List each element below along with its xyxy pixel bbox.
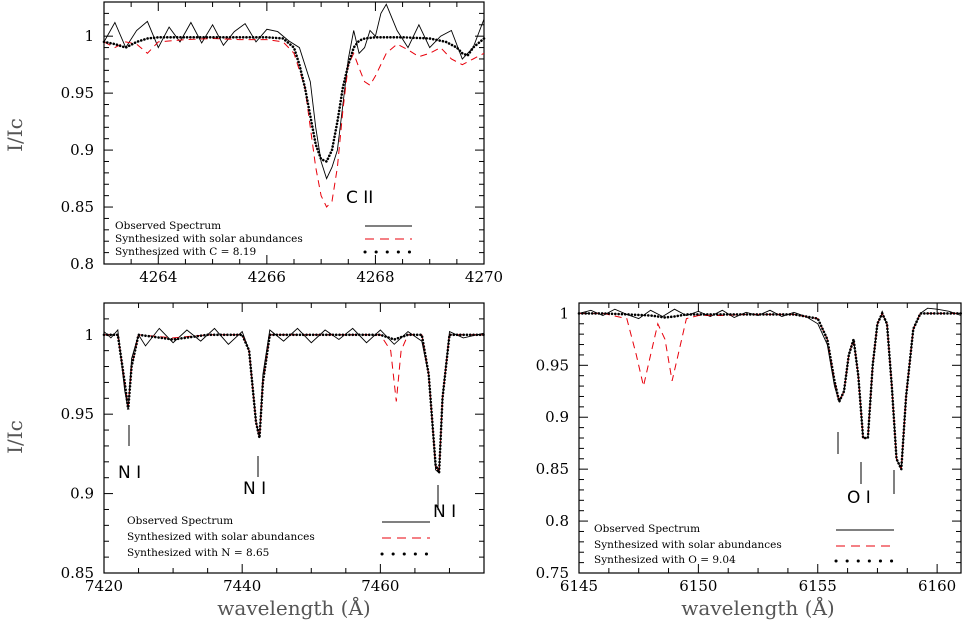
- nitrogen-series-solar: [104, 334, 484, 474]
- carbon-x-tick-label: 4268: [356, 268, 394, 286]
- nitrogen-x-tick-label: 7420: [85, 577, 123, 595]
- oxygen-x-tick-label: 6160: [918, 577, 956, 595]
- carbon-y-tick-label: 1: [84, 27, 94, 45]
- nitrogen-line-label-2: N I: [243, 479, 266, 499]
- nitrogen-ylabel: I/Ic: [3, 420, 27, 454]
- nitrogen-legend-fit: Synthesized with N = 8.65: [127, 547, 269, 559]
- nitrogen-y-tick-label: 0.85: [61, 564, 94, 582]
- carbon-y-tick-label: 0.95: [61, 84, 94, 102]
- carbon-x-tick-label: 4270: [465, 268, 503, 286]
- oxygen-legend-fit: Synthesized with O = 9.04: [594, 554, 736, 566]
- oxygen-legend-observed: Observed Spectrum: [594, 523, 700, 535]
- carbon-y-tick-label: 0.85: [61, 198, 94, 216]
- oxygen-series-fit: [577, 310, 963, 470]
- carbon-legend-observed: Observed Spectrum: [115, 220, 221, 232]
- nitrogen-series-observed: [103, 327, 485, 474]
- carbon-series-observed: [103, 3, 485, 180]
- nitrogen-legend-solar: Synthesized with solar abundances: [127, 531, 315, 543]
- oxygen-xlabel: wavelength (Å): [681, 595, 834, 620]
- nitrogen-legend-observed: Observed Spectrum: [127, 515, 233, 527]
- nitrogen-x-tick-label: 7440: [223, 577, 261, 595]
- oxygen-legend-solar: Synthesized with solar abundances: [594, 539, 782, 551]
- carbon-legend-fit: Synthesized with C = 8.19: [115, 246, 256, 258]
- nitrogen-plot-frame: [103, 302, 485, 574]
- nitrogen-y-tick-label: 0.95: [61, 405, 94, 423]
- carbon-series-fit: [102, 35, 486, 164]
- carbon-panel: 4264 4266 4268 4270 0.8 0.85 0.9 0.95 1: [61, 1, 503, 286]
- nitrogen-y-tick-label: 0.9: [70, 485, 94, 503]
- nitrogen-x-tick-label: 7460: [361, 577, 399, 595]
- nitrogen-line-label-3: N I: [433, 502, 456, 522]
- oxygen-y-tick-label: 0.9: [545, 408, 569, 426]
- oxygen-y-tick-label: 0.95: [536, 356, 569, 374]
- oxygen-y-tick-label: 0.75: [536, 564, 569, 582]
- nitrogen-panel: 7420 7440 7460 0.85 0.9 0.95 1: [61, 302, 486, 595]
- oxygen-y-tick-label: 0.85: [536, 460, 569, 478]
- carbon-ylabel: I/Ic: [3, 118, 27, 152]
- carbon-x-tick-label: 4264: [139, 268, 177, 286]
- carbon-y-tick-label: 0.8: [70, 255, 94, 273]
- oxygen-x-tick-label: 6150: [679, 577, 717, 595]
- carbon-y-tick-label: 0.9: [70, 141, 94, 159]
- nitrogen-legend: Observed Spectrum Synthesized with solar…: [127, 515, 315, 559]
- oxygen-panel: 6145 6150 6155 6160 0.75 0.8 0.85 0.9 0.95 1: [536, 302, 963, 595]
- oxygen-x-tick-label: 6155: [799, 577, 837, 595]
- oxygen-y-tick-label: 1: [559, 304, 569, 322]
- nitrogen-xlabel: wavelength (Å): [217, 595, 370, 620]
- carbon-line-label: C II: [346, 188, 373, 208]
- nitrogen-y-tick-label: 1: [84, 326, 94, 344]
- carbon-legend-solar: Synthesized with solar abundances: [115, 233, 303, 245]
- carbon-series-solar: [103, 37, 485, 208]
- oxygen-y-tick-label: 0.8: [545, 512, 569, 530]
- oxygen-x-tick-label: 6145: [560, 577, 598, 595]
- nitrogen-series-fit: [102, 333, 486, 474]
- nitrogen-line-label-1: N I: [118, 463, 141, 483]
- carbon-legend: Observed Spectrum Synthesized with solar…: [115, 220, 303, 258]
- oxygen-legend: Observed Spectrum Synthesized with solar…: [594, 523, 782, 566]
- oxygen-line-label: O I: [847, 488, 871, 508]
- carbon-x-tick-label: 4266: [248, 268, 286, 286]
